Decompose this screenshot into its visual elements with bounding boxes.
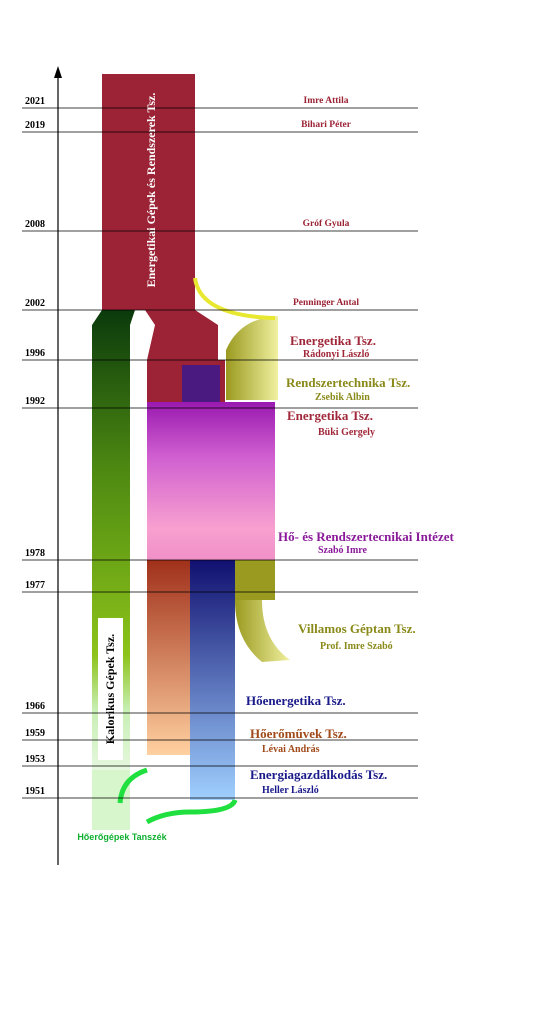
stream-label: Kalorikus Gépek Tsz. (103, 634, 117, 744)
origin-label: Hőerőgépek Tanszék (77, 832, 167, 842)
head: Prof. Imre Szabó (320, 641, 393, 652)
row-name: Penninger Antal (293, 298, 359, 308)
year: 1992 (25, 396, 45, 407)
department: Hőerőművek Tsz. (250, 726, 347, 741)
head: Heller László (262, 785, 319, 796)
center-stripe (182, 365, 220, 402)
year: 1996 (25, 348, 45, 359)
center-stream (145, 310, 218, 360)
institute-block (147, 402, 275, 560)
row-name: Imre Attila (304, 96, 349, 106)
department: Hőenergetika Tsz. (246, 693, 346, 708)
olive-stream (235, 560, 275, 600)
year: 2021 (25, 96, 45, 107)
row-name: Gróf Gyula (303, 219, 350, 229)
year: 1966 (25, 701, 45, 712)
head: Lévai András (262, 744, 320, 755)
year: 2002 (25, 298, 45, 309)
year: 2019 (25, 120, 45, 131)
department: Rendszertechnika Tsz. (286, 375, 410, 390)
green-link (117, 767, 148, 804)
axis-arrow (54, 66, 62, 78)
department: Energiagazdálkodás Tsz. (250, 767, 387, 782)
department: Energetika Tsz. (287, 408, 373, 423)
row-name: Bihari Péter (301, 120, 352, 130)
head: Büki Gergely (318, 427, 375, 438)
label-box (98, 618, 123, 760)
year: 1951 (25, 786, 45, 797)
head: Szabó Imre (318, 545, 368, 556)
left-stream-end (92, 770, 130, 830)
year: 1978 (25, 548, 45, 559)
olive-stream (226, 316, 278, 400)
department: Hő- és Rendszertecnikai Intézet (278, 529, 454, 544)
year: 1977 (25, 580, 45, 591)
department: Villamos Géptan Tsz. (298, 621, 416, 636)
department: Energetika Tsz. (290, 333, 376, 348)
head: Zsebik Albin (315, 392, 370, 403)
yellow-link (193, 277, 276, 320)
year: 1959 (25, 728, 45, 739)
stream-label: Energetikai Gépek és Rendszerek Tsz. (144, 93, 158, 288)
green-link (145, 798, 238, 825)
year: 2008 (25, 219, 45, 230)
rows: 2021 Imre Attila 2019 Bihari Péter 2008 Gróf … (22, 96, 418, 799)
orange-stream (147, 560, 190, 755)
blue-stream (190, 560, 235, 800)
olive-curve (235, 600, 290, 662)
year: 1953 (25, 754, 45, 765)
head: Rádonyi László (303, 349, 369, 360)
top-stream (102, 74, 195, 310)
